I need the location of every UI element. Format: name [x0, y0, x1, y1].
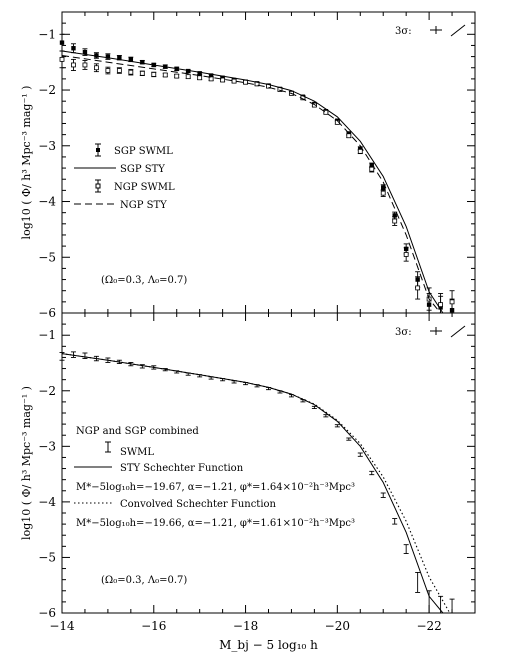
x-tick-label: −16 — [141, 619, 166, 633]
x-axis-label: M_bj − 5 log₁₀ h — [219, 638, 318, 652]
data-point-filled — [208, 73, 214, 78]
x-tick-label: −20 — [325, 619, 350, 633]
data-point-open — [415, 285, 421, 291]
panel-top: −1 −2 −3 −4 −5 −6 log10 ( Φ/ h³ Mpc⁻³ mag⁻¹ ) 3… — [20, 11, 476, 320]
x-tick-label: −22 — [416, 619, 441, 633]
legend-label: Convolved Schechter Function — [120, 499, 277, 510]
data-point-open — [220, 77, 226, 83]
data-point-open — [59, 56, 65, 62]
data-point-open — [438, 302, 443, 308]
legend-title: NGP and SGP combined — [76, 426, 199, 437]
data-point-filled — [185, 68, 191, 74]
cosmology-annotation: (Ω₀=0.3, Λ₀=0.7) — [101, 575, 187, 586]
data-point-filled — [59, 40, 65, 45]
error-key-label: 3σ: — [395, 26, 412, 37]
data-point-open — [231, 78, 237, 84]
y-tick-label: −2 — [38, 384, 56, 398]
y-tick-label: −5 — [38, 250, 56, 264]
y-tick-label: −5 — [38, 550, 56, 564]
series-line-convolved-schechter-function — [61, 353, 451, 614]
x-tick-label: −18 — [233, 619, 258, 633]
data-point-open — [369, 166, 375, 172]
data-point-open — [357, 148, 363, 154]
data-point-open — [185, 74, 191, 80]
y-tick-label: −1 — [38, 328, 56, 342]
legend-label: NGP STY — [120, 200, 167, 211]
legend-label: NGP SWML — [114, 182, 175, 193]
data-point-filled — [71, 46, 76, 51]
y-tick-label: −6 — [38, 606, 56, 620]
series-line-ngp-sty — [61, 55, 441, 314]
error-key-slope — [450, 325, 466, 338]
data-point-open — [392, 218, 398, 224]
data-point-filled — [105, 54, 111, 59]
data-point-open — [346, 133, 352, 139]
x-tick-label: −14 — [49, 619, 75, 633]
data-point-open — [380, 190, 386, 196]
data-point-filled — [140, 59, 145, 65]
data-point-open — [151, 72, 157, 77]
data-point-filled — [128, 57, 134, 62]
y-tick-label: −3 — [38, 439, 56, 453]
legend-label: SWML — [120, 447, 154, 458]
data-point-open — [128, 69, 134, 75]
y-tick-label: −3 — [38, 139, 56, 153]
data-point-open — [162, 72, 168, 78]
data-point-filled — [197, 71, 202, 76]
series-line-sgp-sty — [61, 50, 444, 314]
data-point-open — [208, 76, 214, 82]
data-point-open — [139, 70, 145, 76]
y-axis-label: log10 ( Φ/ h³ Mpc⁻³ mag⁻¹ ) — [20, 386, 33, 540]
data-point-open — [71, 62, 76, 68]
data-point-filled — [117, 55, 122, 60]
data-point-open — [116, 68, 122, 73]
data-point-open — [82, 62, 88, 68]
legend-swatch-point — [95, 183, 101, 189]
legend-label: STY Schechter Function — [120, 463, 244, 474]
data-point-open — [94, 65, 99, 71]
y-tick-label: −2 — [38, 83, 56, 97]
error-key-label: 3σ: — [395, 327, 412, 338]
data-point-filled — [94, 53, 99, 58]
data-point-open — [403, 252, 409, 257]
legend-swatch-point — [96, 148, 100, 152]
y-tick-label: −4 — [38, 195, 56, 209]
error-key-slope — [450, 24, 466, 37]
data-point-open — [323, 109, 329, 115]
y-axis-label: log10 ( Φ/ h³ Mpc⁻³ mag⁻¹ ) — [20, 86, 33, 240]
data-point-filled — [358, 146, 363, 151]
cosmology-annotation: (Ω₀=0.3, Λ₀=0.7) — [101, 275, 187, 286]
data-point-open — [197, 75, 203, 81]
panel-bottom: −1 −2 −3 −4 −5 −6−14 −16 −18 −20 −22 M_bj − 5 log₁… — [20, 312, 476, 652]
legend-params: M*−5log₁₀h=−19.67, α=−1.21, φ*=1.64×10⁻²… — [76, 482, 355, 493]
data-point-filled — [381, 185, 386, 190]
legend-params: M*−5log₁₀h=−19.66, α=−1.21, φ*=1.61×10⁻²… — [76, 518, 355, 529]
data-point-open — [174, 73, 180, 79]
y-tick-label: −6 — [38, 306, 56, 320]
legend-label: SGP STY — [120, 164, 165, 175]
y-tick-label: −1 — [38, 27, 56, 41]
data-point-filled — [392, 213, 397, 218]
plot-frame — [61, 11, 476, 314]
data-point-open — [243, 79, 248, 85]
legend-label: SGP SWML — [114, 146, 173, 157]
data-point-filled — [82, 49, 88, 55]
data-point-filled — [369, 163, 374, 168]
data-point-open — [449, 299, 455, 305]
data-point-open — [105, 68, 111, 73]
y-tick-label: −4 — [38, 495, 56, 509]
